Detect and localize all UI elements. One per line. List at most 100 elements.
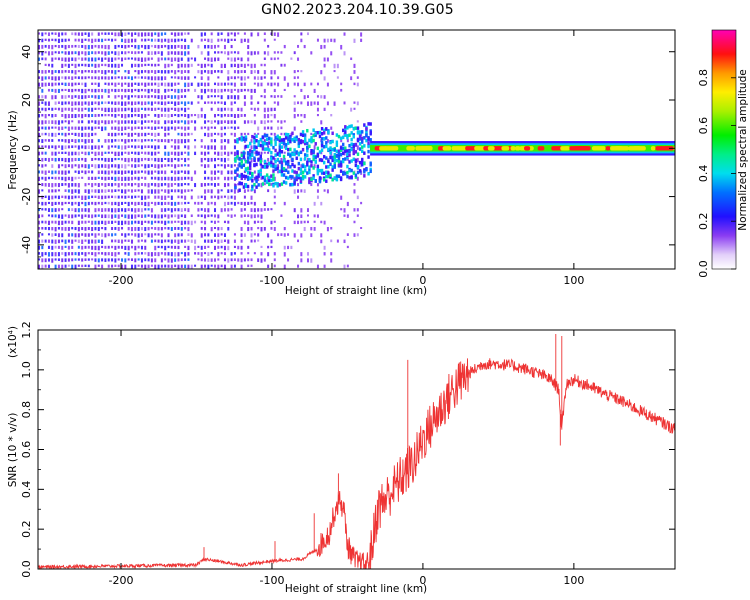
spectrogram-transition-cell: [278, 143, 282, 147]
spectrogram-transition-cell: [278, 145, 282, 150]
spectrogram-noise-cell: [117, 176, 120, 181]
spectrogram-noise-cell: [94, 164, 97, 169]
spectrogram-noise-cell: [64, 151, 67, 154]
spectrogram-noise-cell: [147, 38, 150, 41]
spectrogram-transition-cell: [295, 170, 298, 175]
spectrogram-noise-cell: [204, 114, 207, 119]
spectrogram-noise-cell: [184, 139, 187, 144]
spectrogram-noise-cell: [174, 38, 177, 43]
spectrogram-noise-cell: [51, 145, 54, 149]
spectrogram-noise-cell: [38, 151, 40, 156]
spectrogram-noise-cell: [223, 252, 226, 256]
spectrogram-noise-cell: [233, 264, 236, 268]
spectrogram-noise-cell: [217, 214, 220, 219]
spectrogram-noise-cell: [54, 32, 57, 35]
spectrogram-noise-cell: [107, 32, 110, 35]
spectrogram-noise-cell: [111, 233, 114, 237]
spectrogram-noise-cell: [124, 139, 127, 144]
spectrogram-noise-cell: [91, 32, 94, 36]
spectrogram-transition-cell: [320, 140, 324, 145]
spectrogram-noise-cell: [137, 95, 140, 99]
spectrogram-noise-cell: [300, 214, 303, 219]
spectrogram-noise-cell: [117, 145, 120, 149]
spectrogram-noise-cell: [41, 157, 44, 162]
spectrogram-noise-cell: [170, 264, 173, 269]
spectrogram-transition-cell: [331, 139, 334, 144]
spectrogram-noise-cell: [180, 170, 183, 173]
spectrogram-transition-cell: [289, 153, 292, 158]
spectrogram-noise-cell: [200, 107, 203, 112]
spectrogram-noise-cell: [71, 32, 74, 36]
spectrogram-noise-cell: [200, 82, 203, 86]
spectrogram-noise-cell: [134, 201, 137, 206]
spectrogram-noise-cell: [204, 239, 207, 243]
spectrogram-noise-cell: [127, 157, 130, 163]
spectrogram-noise-cell: [310, 183, 313, 187]
spectrogram-noise-cell: [107, 101, 110, 104]
spectrogram-noise-cell: [117, 76, 120, 79]
spectrogram-noise-cell: [51, 63, 54, 68]
spectrogram-noise-cell: [81, 239, 84, 244]
spectrogram-noise-cell: [187, 51, 190, 55]
spectrogram-noise-cell: [257, 32, 260, 37]
spectrogram-noise-cell: [164, 70, 167, 74]
spectrogram-transition-cell: [310, 138, 313, 143]
spectrogram-noise-cell: [237, 201, 240, 205]
spectrogram-transition-cell: [308, 167, 311, 172]
spectrogram-noise-cell: [177, 38, 180, 42]
spectrogram-noise-cell: [243, 132, 246, 136]
spectrogram-noise-cell: [51, 176, 54, 180]
spectrogram-noise-cell: [207, 120, 210, 123]
spectrogram-noise-cell: [270, 208, 273, 211]
spectrogram-noise-cell: [104, 214, 107, 219]
spectrogram-noise-cell: [134, 157, 137, 163]
spectrogram-noise-cell: [97, 164, 100, 169]
spectrogram-noise-cell: [257, 101, 260, 105]
spectrogram-noise-cell: [204, 214, 207, 219]
spectrogram-noise-cell: [210, 252, 213, 255]
spectrogram-noise-cell: [144, 139, 147, 142]
spectrogram-noise-cell: [87, 195, 90, 200]
spectrogram-noise-cell: [117, 164, 120, 169]
spectrogram-noise-cell: [124, 101, 127, 106]
spectrogram-transition-cell: [369, 138, 372, 142]
spectrogram-noise-cell: [167, 38, 170, 43]
spectrogram-noise-cell: [61, 32, 64, 36]
spectrogram-noise-cell: [47, 201, 50, 205]
spectrogram-noise-cell: [140, 32, 143, 37]
spectrogram-noise-cell: [107, 57, 110, 62]
spectrogram-transition-cell: [335, 158, 339, 163]
spectrogram-noise-cell: [124, 170, 127, 174]
spectrogram-noise-cell: [214, 145, 217, 150]
spectrogram-noise-cell: [134, 101, 137, 105]
spectrogram-noise-cell: [104, 183, 107, 188]
spectrogram-noise-cell: [167, 208, 170, 211]
spectrogram-transition-cell: [236, 151, 239, 155]
chart-title: GN02.2023.204.10.39.G05: [261, 2, 454, 18]
spectrogram-noise-cell: [267, 51, 270, 56]
spectrogram-noise-cell: [57, 176, 60, 180]
spectrogram-noise-cell: [111, 120, 114, 124]
spectrogram-noise-cell: [107, 164, 110, 169]
spectrogram-noise-cell: [54, 38, 57, 42]
spectrogram-noise-cell: [61, 114, 64, 117]
spectrogram-noise-cell: [67, 245, 70, 250]
spectrogram-noise-cell: [137, 120, 140, 123]
spectrogram-noise-cell: [47, 88, 50, 92]
spectrogram-noise-cell: [220, 63, 223, 69]
spectrogram-noise-cell: [253, 233, 256, 236]
spectrogram-noise-cell: [164, 195, 167, 200]
spectrogram-noise-cell: [57, 44, 60, 49]
spectrogram-noise-cell: [267, 157, 270, 162]
spectrogram-noise-cell: [160, 220, 163, 224]
spectrogram-noise-cell: [320, 70, 323, 75]
spectrogram-noise-cell: [97, 51, 100, 54]
spectrogram-transition-cell: [251, 187, 254, 191]
spectrogram-noise-cell: [164, 258, 167, 261]
spectrogram-noise-cell: [67, 88, 70, 92]
spectrogram-noise-cell: [124, 252, 127, 255]
spectrogram-noise-cell: [124, 38, 127, 43]
spectrogram-noise-cell: [330, 258, 333, 263]
spectrogram-noise-cell: [67, 183, 70, 188]
spectrogram-noise-cell: [44, 101, 47, 106]
